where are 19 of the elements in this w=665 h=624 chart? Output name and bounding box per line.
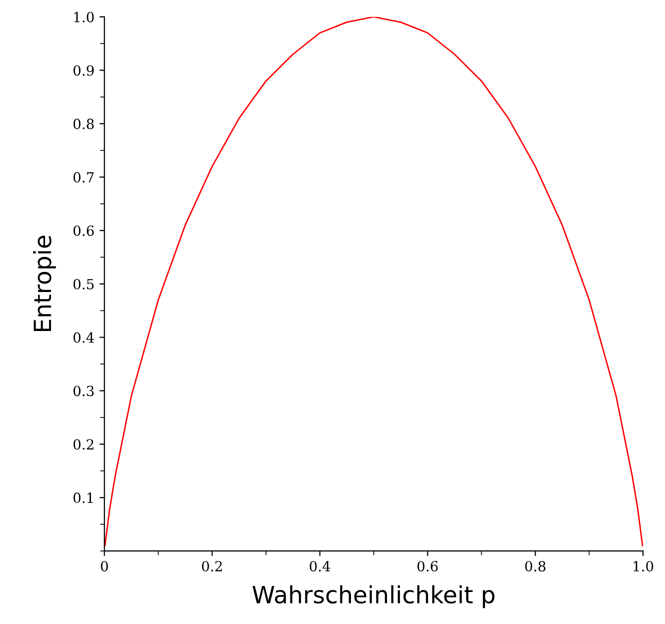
- y-tick-label: 0.8: [74, 118, 94, 130]
- x-tick-label: 0.2: [202, 560, 222, 572]
- y-tick-label: 0.3: [74, 386, 94, 396]
- x-tick-label: 0.8: [525, 560, 546, 572]
- y-tick-label: 0.4: [74, 332, 94, 343]
- y-axis-title: Entropie: [33, 236, 56, 332]
- y-tick-label: 0.5: [74, 278, 94, 290]
- x-tick-label: 0.6: [417, 560, 438, 572]
- x-tick-label: 0: [100, 560, 108, 572]
- y-tick-label: 0.9: [74, 65, 94, 76]
- x-axis-title: Wahrscheinlichkeit p: [252, 585, 494, 608]
- x-tick-label: 0.4: [310, 560, 330, 572]
- y-tick-label: 0.1: [74, 492, 93, 504]
- y-tick-label: 1.0: [74, 12, 94, 22]
- y-tick-label: 0.2: [74, 439, 94, 450]
- y-tick-label: 0.6: [74, 225, 94, 236]
- line-series: [104, 16, 644, 546]
- y-tick-label: 0.7: [74, 172, 94, 183]
- x-tick-label: 1.0: [634, 560, 654, 572]
